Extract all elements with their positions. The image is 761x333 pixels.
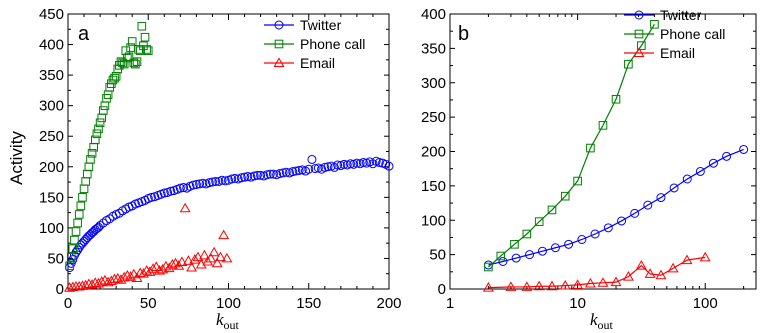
x-tick-label: 200 [376, 295, 401, 312]
legend-item-email: Email [624, 45, 695, 61]
y-tick-label: 350 [39, 67, 64, 84]
legend-label: Email [300, 55, 335, 71]
panel-b: 0 50 100 150 200 250 300 350 400 1 10 100 b Twitter… [421, 6, 756, 332]
series-line-email [488, 257, 705, 287]
series-line-twitter [488, 149, 743, 265]
series-phone-call [485, 21, 659, 271]
y-tick-label: 400 [421, 6, 446, 23]
legend-label: Email [660, 45, 695, 61]
data-point-phone-call [141, 33, 149, 41]
x-tick-label: 50 [140, 295, 157, 312]
data-point-email [219, 231, 228, 239]
x-tick-label: 100 [693, 295, 718, 312]
legend-item-twitter: Twitter [624, 7, 702, 23]
y-tick-label: 250 [39, 128, 64, 145]
x-tick-label: 0 [64, 295, 72, 312]
series-email [484, 253, 710, 291]
y-tick-label: 0 [56, 281, 64, 298]
y-tick-label: 150 [421, 178, 446, 195]
panel-b-xlabel: kout [590, 310, 614, 332]
data-point-email [701, 253, 710, 261]
panel-a-letter: a [78, 23, 90, 45]
data-point-email [203, 257, 212, 265]
y-tick-label: 50 [429, 247, 446, 264]
y-tick-label: 350 [421, 40, 446, 57]
data-point-email [181, 204, 190, 212]
panel-a-xlabel-sub: out [224, 318, 240, 332]
data-point-phone-call [138, 22, 146, 30]
series-twitter [66, 155, 393, 271]
x-tick-label: 150 [296, 295, 321, 312]
panel-b-ticks: 0 50 100 150 200 250 300 350 400 1 10 100 [421, 6, 756, 312]
x-tick-label: 1 [446, 295, 454, 312]
y-tick-label: 200 [39, 159, 64, 176]
data-point-phone-call [79, 194, 87, 202]
data-point-phone-call [75, 211, 83, 219]
panel-a-frame [68, 14, 389, 289]
panel-b-xlabel-sub: out [598, 318, 614, 332]
data-point-phone-call [85, 163, 93, 171]
y-tick-label: 0 [438, 281, 446, 298]
data-point-twitter [308, 155, 316, 163]
legend-item-phone-call: Phone call [624, 26, 725, 42]
legend-item-twitter: Twitter [264, 17, 342, 33]
data-point-phone-call [74, 219, 82, 227]
y-tick-label: 50 [47, 250, 64, 267]
y-tick-label: 200 [421, 144, 446, 161]
legend-label: Phone call [300, 36, 365, 52]
y-tick-label: 300 [421, 75, 446, 92]
panel-a-xlabel: kout [216, 310, 240, 332]
y-tick-label: 100 [39, 220, 64, 237]
x-tick-label: 10 [569, 295, 586, 312]
data-point-phone-call [82, 178, 90, 186]
data-point-phone-call [83, 170, 91, 178]
series-phone-call [66, 22, 152, 269]
panel-a-marks [65, 22, 393, 291]
legend-label: Twitter [660, 7, 702, 23]
data-point-phone-call [72, 228, 80, 236]
panel-b-frame [450, 14, 756, 289]
data-point-phone-call [77, 202, 85, 210]
panel-b-letter: b [458, 23, 469, 45]
legend-label: Phone call [660, 26, 725, 42]
panel-b-legend: Twitter Phone call Email [624, 7, 725, 61]
panel-a-legend: Twitter Phone call Email [264, 17, 365, 71]
panel-b-marks [484, 21, 748, 292]
series-twitter [484, 145, 747, 269]
legend-label: Twitter [300, 17, 342, 33]
data-point-phone-call [80, 185, 88, 193]
legend-item-email: Email [264, 55, 335, 71]
y-tick-label: 250 [421, 109, 446, 126]
panel-a-ylabel: Activity [7, 131, 26, 185]
y-tick-label: 100 [421, 212, 446, 229]
y-tick-label: 400 [39, 37, 64, 54]
y-tick-label: 300 [39, 98, 64, 115]
y-tick-label: 150 [39, 189, 64, 206]
legend-item-phone-call: Phone call [264, 36, 365, 52]
series-email [65, 204, 231, 291]
y-tick-label: 450 [39, 6, 64, 23]
